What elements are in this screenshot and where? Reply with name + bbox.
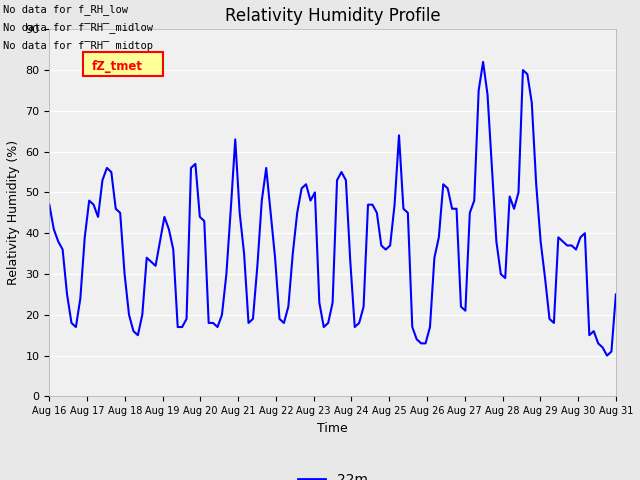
Text: No data for f_RH_low: No data for f_RH_low [3,4,128,15]
Text: No data for f̅RH̅_midlow: No data for f̅RH̅_midlow [3,22,153,33]
Title: Relativity Humidity Profile: Relativity Humidity Profile [225,7,440,25]
Y-axis label: Relativity Humidity (%): Relativity Humidity (%) [7,140,20,286]
Legend: 22m: 22m [292,467,373,480]
Text: fZ_tmet: fZ_tmet [92,60,143,72]
X-axis label: Time: Time [317,421,348,435]
Text: No data for f̅RH̅_midtop: No data for f̅RH̅_midtop [3,40,153,51]
